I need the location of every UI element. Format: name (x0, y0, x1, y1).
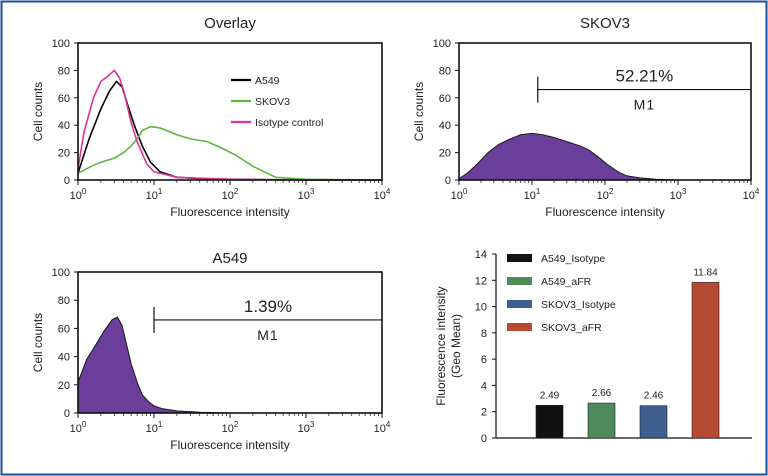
x-tick-label: 100 (451, 187, 468, 202)
bar-value-label: 2.66 (592, 388, 612, 399)
y-tick-label: 20 (58, 380, 70, 392)
bar-value-label: 2.49 (540, 390, 560, 401)
legend-swatch (507, 300, 532, 308)
x-tick-label: 102 (222, 187, 239, 202)
y-axis-label: Cell counts (412, 82, 426, 141)
a549-chart: A549 0 20 40 60 80 100 100 101 102 103 104 Fluoresce… (31, 250, 391, 452)
y-tick-label: 40 (58, 120, 70, 132)
legend-label: A549_aFR (541, 276, 592, 288)
histogram-line-isotype-control (77, 69, 382, 181)
y-tick-label: 0 (481, 433, 487, 445)
x-tick-label: 100 (70, 187, 87, 202)
y-tick-label: 8 (481, 328, 487, 340)
y-tick-label: 0 (445, 175, 451, 187)
y-axis-label: Fluorescence intensity (434, 286, 448, 405)
legend-label: A549 (255, 75, 280, 87)
x-tick-label: 101 (146, 420, 163, 435)
y-tick-label: 2 (481, 407, 487, 419)
y-tick-label: 60 (58, 323, 70, 335)
x-tick-label: 103 (298, 420, 315, 435)
x-axis-label: Fluorescence intensity (545, 205, 664, 219)
y-tick-label: 60 (439, 93, 451, 105)
chart-title: Overlay (204, 15, 256, 32)
y-tick-label: 0 (64, 175, 70, 187)
bar-a549_isotype (535, 404, 564, 439)
y-tick-label: 20 (58, 148, 70, 160)
x-tick-label: 100 (70, 420, 87, 435)
y-tick-label: 6 (481, 354, 487, 366)
marker-label: M1 (257, 327, 278, 343)
bar-skov3_isotype (639, 405, 668, 439)
chart-title: A549 (212, 250, 247, 267)
legend-swatch (507, 254, 532, 262)
x-axis-label: Fluorescence intensity (170, 205, 289, 219)
y-axis-label-units: (Geo Mean) (449, 314, 463, 378)
x-tick-label: 104 (374, 420, 391, 435)
x-tick-label: 102 (222, 420, 239, 435)
y-tick-label: 80 (439, 65, 451, 77)
x-tick-label: 104 (374, 187, 391, 202)
y-tick-label: 80 (58, 295, 70, 307)
histogram-area-skov3 (458, 132, 751, 181)
chart-title: SKOV3 (580, 15, 630, 32)
y-tick-label: 100 (52, 267, 70, 279)
geomean-bar-chart: 0 2 4 6 8 10 12 14 Fluorescence intensity (Geo Me… (434, 249, 752, 445)
legend-label: Isotype control (255, 117, 323, 129)
y-tick-label: 14 (475, 249, 487, 261)
y-tick-label: 40 (58, 352, 70, 364)
y-tick-label: 60 (58, 93, 70, 105)
marker-label: M1 (634, 97, 655, 113)
bar-skov3_afr (691, 282, 720, 439)
x-tick-label: 102 (597, 187, 614, 202)
x-tick-label: 101 (146, 187, 163, 202)
x-tick-label: 101 (524, 187, 541, 202)
y-axis-label: Cell counts (31, 82, 45, 141)
y-tick-label: 4 (481, 380, 487, 392)
y-tick-label: 20 (439, 148, 451, 160)
y-tick-label: 80 (58, 65, 70, 77)
marker-percent: 52.21% (616, 67, 674, 86)
legend-label: SKOV3_aFR (541, 322, 602, 334)
histogram-line-skov3 (77, 125, 383, 181)
bar-value-label: 2.46 (644, 391, 664, 402)
bar-value-label: 11.84 (693, 267, 718, 278)
bar-a549_afr (587, 402, 616, 439)
x-tick-label: 103 (670, 187, 687, 202)
x-axis-label: Fluorescence intensity (170, 438, 289, 452)
legend-label: SKOV3 (255, 96, 290, 108)
marker-percent: 1.39% (244, 297, 292, 316)
x-tick-label: 104 (743, 187, 760, 202)
overlay-chart: Overlay 0 20 40 60 80 100 100 101 102 103 104 Fluore… (31, 15, 391, 219)
legend-label: A549_Isotype (541, 253, 605, 265)
legend-label: SKOV3_Isotype (541, 299, 616, 311)
y-tick-label: 40 (439, 120, 451, 132)
legend-swatch (507, 323, 532, 331)
y-tick-label: 12 (475, 275, 487, 287)
y-tick-label: 0 (64, 408, 70, 420)
skov3-chart: SKOV3 0 20 40 60 80 100 100 101 102 103 104 Fluoresc… (412, 15, 760, 219)
y-tick-label: 100 (433, 38, 451, 50)
y-tick-label: 100 (52, 38, 70, 50)
legend-swatch (507, 277, 532, 285)
y-axis-label: Cell counts (31, 313, 45, 372)
y-tick-label: 10 (475, 302, 487, 314)
x-tick-label: 103 (298, 187, 315, 202)
